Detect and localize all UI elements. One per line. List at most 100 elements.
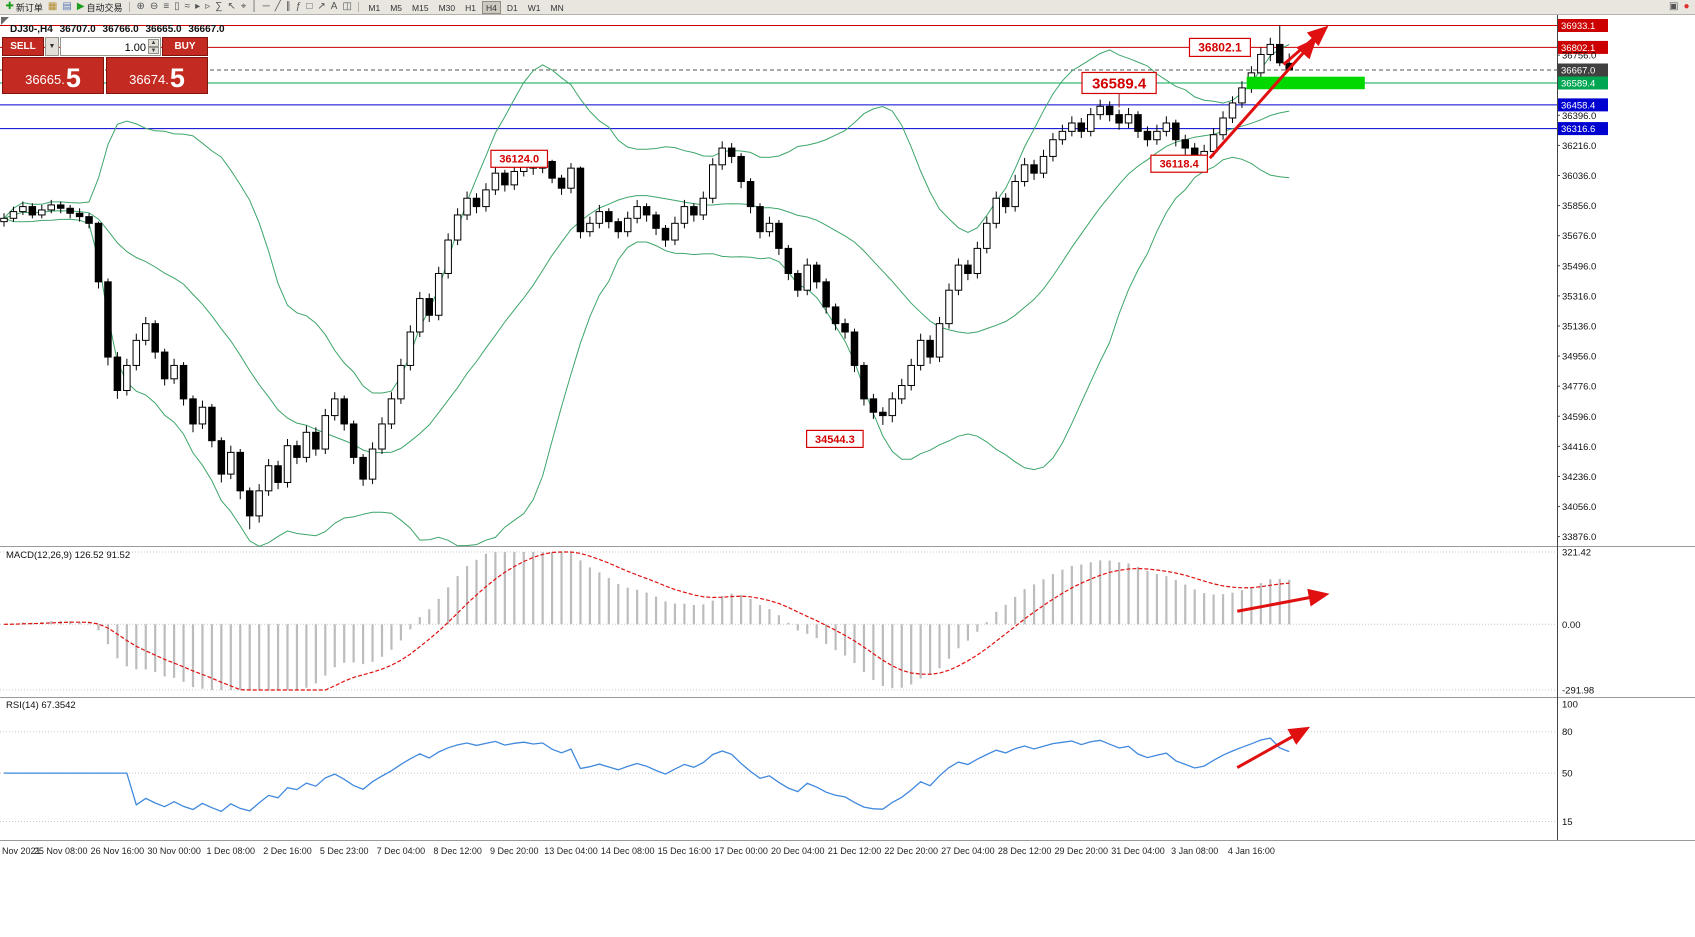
timeframe-w1-button[interactable]: W1 <box>527 2 541 13</box>
timeframe-switcher: M1 M5 M15 M30 H1 H4 D1 W1 MN <box>363 0 568 14</box>
docking-button[interactable]: ▣ <box>1667 0 1681 14</box>
autotrading-button-label: 自动交易 <box>86 2 123 13</box>
chart-window-icon: ▦ <box>47 1 58 12</box>
trend-arrow[interactable] <box>1208 37 1317 160</box>
line-chart-button[interactable]: ≈ <box>182 0 193 14</box>
svg-text:20 Dec 04:00: 20 Dec 04:00 <box>771 846 825 856</box>
svg-text:22 Dec 20:00: 22 Dec 20:00 <box>884 846 938 856</box>
toolbar-tools-group: ⊕ ⊖ ≡ ▯ ≈ ▸ ▹ ∑ ↖ ⌖ │ ─ ╱ ∥ ƒ □ ↗ A ◫ <box>134 0 354 14</box>
record-indicator-icon[interactable]: ● <box>1681 0 1692 14</box>
timeframe-m30-button[interactable]: M30 <box>438 2 456 13</box>
svg-text:34236.0: 34236.0 <box>1562 472 1596 483</box>
collapse-panel-icon[interactable] <box>1 17 9 25</box>
volume-input[interactable] <box>61 39 160 57</box>
timeframe-h4-button[interactable]: H4 <box>481 0 502 14</box>
zoom-out-icon: ⊖ <box>149 1 159 12</box>
rsi-axis-label: 100 <box>1562 700 1578 711</box>
buy-price-big-digit: 5 <box>169 63 185 93</box>
svg-text:36316.6: 36316.6 <box>1561 124 1595 135</box>
svg-text:35676.0: 35676.0 <box>1562 231 1596 242</box>
cursor-button[interactable]: ↖ <box>225 0 238 14</box>
svg-text:36933.1: 36933.1 <box>1561 21 1595 32</box>
sell-price-big-digit: 5 <box>65 63 81 93</box>
high-value: 36766.0 <box>102 24 139 35</box>
highlight-zone-rectangle[interactable] <box>1246 76 1365 90</box>
chart-shift-button[interactable]: ▹ <box>203 0 213 14</box>
zoom-out-button[interactable]: ⊖ <box>147 0 160 14</box>
indicators-button[interactable]: ∑ <box>213 0 225 14</box>
svg-text:36589.4: 36589.4 <box>1092 75 1147 92</box>
low-value: 36665.0 <box>145 24 182 35</box>
timeframe-m5-button[interactable]: M5 <box>390 2 403 13</box>
toolbar-right-group: ▣ ● <box>1667 0 1693 14</box>
channel-button[interactable]: ∥ <box>283 0 293 14</box>
timeframe-mn-button[interactable]: MN <box>550 2 564 13</box>
auto-scroll-button[interactable]: ▸ <box>193 0 203 14</box>
zoom-in-icon: ⊕ <box>136 1 145 12</box>
timeframe-h1-button[interactable]: H1 <box>465 2 476 13</box>
svg-text:27 Dec 04:00: 27 Dec 04:00 <box>941 846 995 856</box>
svg-text:36118.4: 36118.4 <box>1160 159 1200 171</box>
svg-text:14 Dec 08:00: 14 Dec 08:00 <box>601 846 655 856</box>
zoom-in-button[interactable]: ⊕ <box>134 0 147 14</box>
svg-text:34776.0: 34776.0 <box>1562 382 1596 393</box>
macd-trend-arrow[interactable] <box>1236 588 1330 613</box>
arrows-button[interactable]: ↗ <box>315 0 328 14</box>
sell-button[interactable]: SELL <box>2 37 44 56</box>
crosshair-button[interactable]: ⌖ <box>238 0 249 14</box>
vertical-line-button[interactable]: │ <box>249 0 260 14</box>
timeframe-m15-button[interactable]: M15 <box>412 2 429 13</box>
trend-arrow[interactable] <box>1282 25 1329 66</box>
svg-text:35496.0: 35496.0 <box>1562 261 1596 272</box>
svg-text:34596.0: 34596.0 <box>1562 412 1596 423</box>
fibonacci-button[interactable]: ƒ <box>293 0 304 14</box>
chart-window-button[interactable]: ▦ <box>45 0 59 14</box>
svg-text:36756.0: 36756.0 <box>1562 51 1596 62</box>
svg-text:30 Nov 00:00: 30 Nov 00:00 <box>147 846 201 856</box>
svg-text:36802.1: 36802.1 <box>1198 41 1242 55</box>
buy-price-box[interactable]: 36674. 5 <box>106 57 208 94</box>
svg-text:36396.0: 36396.0 <box>1562 111 1596 122</box>
buy-button[interactable]: BUY <box>162 37 208 56</box>
trendline-button[interactable]: ╱ <box>272 0 283 14</box>
svg-text:3 Jan 08:00: 3 Jan 08:00 <box>1171 846 1218 856</box>
shapes-button[interactable]: □ <box>304 0 315 14</box>
stepper-up-icon[interactable]: ▲ <box>148 39 159 47</box>
shapes-icon: □ <box>306 1 313 12</box>
candlestick-chart-icon: ▯ <box>174 1 180 12</box>
text-label-button[interactable]: A <box>328 0 340 14</box>
new-order-button-label: 新订单 <box>15 2 43 13</box>
bar-chart-button[interactable]: ≡ <box>161 0 172 14</box>
stepper-down-icon[interactable]: ▼ <box>148 46 159 54</box>
svg-text:34544.3: 34544.3 <box>815 434 855 446</box>
svg-text:4 Jan 16:00: 4 Jan 16:00 <box>1228 846 1275 856</box>
autotrading-button[interactable]: ▶ 自动交易 <box>74 0 125 14</box>
line-chart-icon: ≈ <box>184 1 191 12</box>
profiles-button[interactable]: ▤ <box>60 0 74 14</box>
volume-stepper: ▲ ▼ <box>148 39 159 54</box>
timeframe-d1-button[interactable]: D1 <box>506 2 518 13</box>
timeframe-m1-button[interactable]: M1 <box>368 2 381 13</box>
candlesticks <box>0 25 1293 530</box>
volume-dropdown-button[interactable]: ▼ <box>45 37 59 56</box>
tile-windows-icon: ◫ <box>342 1 352 12</box>
svg-text:15 Dec 16:00: 15 Dec 16:00 <box>658 846 712 856</box>
horizontal-line-button[interactable]: ─ <box>260 0 272 14</box>
new-order-button[interactable]: ✚ 新订单 <box>3 0 45 14</box>
tile-windows-button[interactable]: ◫ <box>340 0 354 14</box>
candlestick-chart-button[interactable]: ▯ <box>172 0 183 14</box>
svg-text:1 Dec 08:00: 1 Dec 08:00 <box>207 846 256 856</box>
auto-scroll-icon: ▸ <box>195 1 201 12</box>
toolbar-separator <box>358 2 360 12</box>
sell-price-box[interactable]: 36665. 5 <box>2 57 104 94</box>
symbol-period-label: DJ30-,H4 <box>10 24 53 35</box>
sell-price-main: 36665. <box>25 72 65 87</box>
fibonacci-icon: ƒ <box>295 1 302 12</box>
svg-text:35136.0: 35136.0 <box>1562 321 1596 332</box>
svg-text:25 Nov 08:00: 25 Nov 08:00 <box>34 846 88 856</box>
price-annotations[interactable]: 36124.0 36589.4 36802.1 36118.4 34544.3 <box>490 37 1252 449</box>
rsi-trend-arrow[interactable] <box>1236 726 1311 769</box>
